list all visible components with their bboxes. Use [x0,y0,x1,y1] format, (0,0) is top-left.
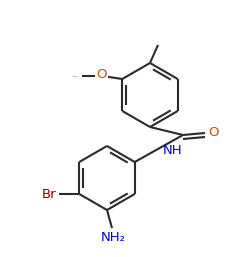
Text: O: O [96,69,106,81]
Text: NH₂: NH₂ [100,231,126,244]
Text: Br: Br [42,188,56,200]
Text: NH: NH [163,144,182,157]
Text: O: O [208,125,219,139]
Text: methoxy: methoxy [73,75,79,77]
